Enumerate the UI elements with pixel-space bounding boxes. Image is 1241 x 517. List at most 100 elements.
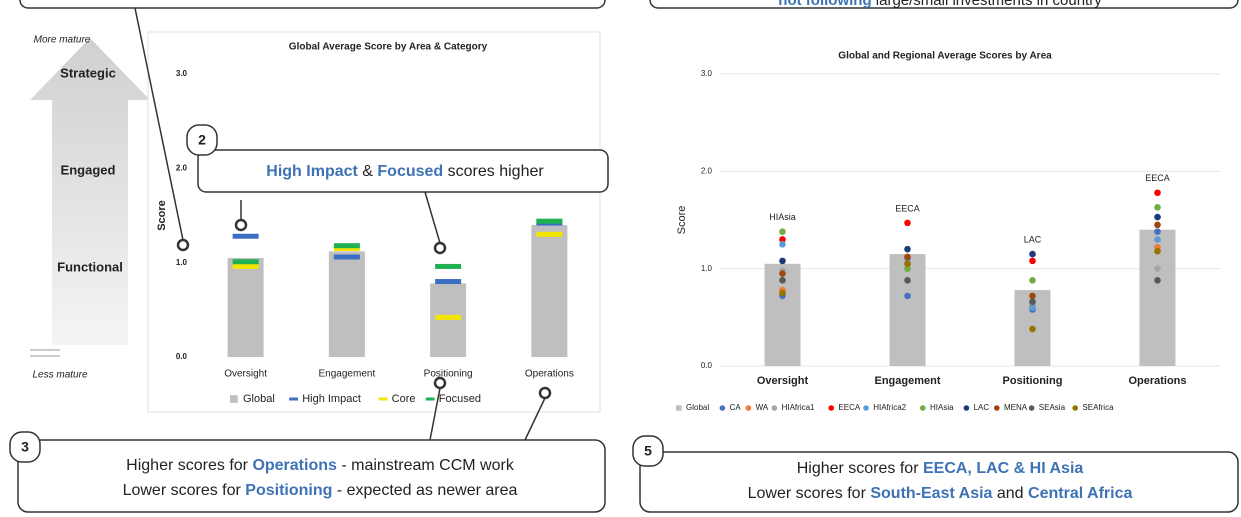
x-tick-label: Operations: [525, 369, 574, 380]
dot: [904, 253, 911, 261]
maturity-bottom: Less mature: [32, 370, 87, 381]
legend-label: Global: [686, 403, 709, 412]
dot: [779, 228, 786, 235]
dot: [1029, 325, 1036, 333]
dot: [1029, 277, 1036, 284]
pointer-knob: [234, 218, 248, 232]
text-segment: Focused: [377, 163, 443, 180]
point-label: EECA: [1145, 173, 1170, 183]
chart-title: Global Average Score by Area & Category: [289, 42, 488, 53]
dash-mark: [435, 279, 462, 285]
legend-label: SEAsia: [1039, 403, 1066, 412]
text-segment: EECA, LAC & HI Asia: [923, 460, 1083, 477]
dash-mark: [333, 254, 360, 260]
legend-swatch: [745, 405, 752, 411]
x-tick-label: Engagement: [319, 369, 376, 380]
dot: [904, 245, 911, 253]
y-tick-label: 0.0: [176, 352, 188, 361]
callout-number: 2: [198, 132, 206, 148]
y-tick-label: 3.0: [701, 69, 713, 78]
bar: [328, 251, 365, 357]
text-segment: Higher scores for: [797, 460, 923, 477]
dot: [779, 270, 786, 277]
text-segment: Positioning: [245, 482, 332, 499]
callout-text: not following large/small investments in…: [778, 0, 1102, 9]
callout-text: Lower scores for Positioning - expected …: [123, 482, 518, 499]
chart-panel: [147, 31, 601, 413]
dot: [779, 277, 786, 284]
callout-box: [197, 149, 609, 193]
y-tick-label: 3.0: [176, 69, 188, 78]
legend-swatch: [863, 405, 869, 411]
dot: [1029, 304, 1036, 311]
text-segment: High Impact: [266, 163, 358, 180]
legend-label: HIAfrica2: [873, 403, 906, 412]
text-segment: Lower scores for: [123, 482, 246, 499]
legend-swatch: [378, 397, 388, 401]
legend-label: CA: [730, 403, 742, 412]
callout-box: [649, 0, 1239, 9]
dash-mark: [232, 259, 259, 265]
callout-text: Lower scores for South-East Asia and Cen…: [748, 485, 1133, 502]
pointer-knob: [433, 241, 447, 255]
y-tick-label: 1.0: [176, 258, 188, 267]
dot: [904, 292, 911, 300]
dot: [1154, 228, 1161, 235]
bar: [227, 257, 264, 357]
point-label: LAC: [1024, 234, 1042, 244]
legend-label: LAC: [974, 403, 990, 412]
dash-mark: [536, 231, 563, 237]
dot: [1154, 221, 1161, 229]
point-label: HIAsia: [769, 212, 796, 222]
legend-swatch: [963, 405, 970, 411]
dot: [1029, 298, 1036, 306]
legend-swatch: [425, 397, 435, 401]
legend-swatch: [289, 397, 298, 401]
dot: [1029, 250, 1036, 258]
y-tick-label: 2.0: [176, 163, 188, 172]
bar: [889, 254, 926, 366]
dot: [1029, 257, 1036, 265]
callout-box: [639, 451, 1239, 513]
text-segment: and: [992, 485, 1028, 502]
legend-label: HIAfrica1: [782, 403, 815, 412]
dot: [1154, 277, 1161, 284]
callout-number-box: [186, 124, 218, 156]
legend-swatch: [1028, 405, 1035, 411]
dot: [779, 236, 786, 243]
dot: [1029, 292, 1036, 300]
legend-label: Focused: [439, 393, 481, 405]
x-tick-label: Positioning: [1003, 375, 1063, 387]
x-tick-label: Positioning: [424, 369, 473, 380]
maturity-top: More mature: [34, 35, 91, 46]
text-segment: not following: [778, 0, 871, 9]
pointer-knob: [538, 386, 552, 400]
dot: [904, 265, 911, 272]
text-segment: - expected as newer area: [332, 482, 517, 499]
legend-label: EECA: [838, 403, 860, 412]
y-axis-label: Score: [676, 206, 688, 235]
dash-mark: [333, 246, 360, 252]
point-label: EECA: [895, 203, 920, 213]
callout-number-box: [632, 435, 664, 467]
legend-label: Global: [243, 393, 275, 405]
text-segment: &: [358, 163, 378, 180]
legend-swatch: [920, 405, 926, 411]
dash-mark: [232, 263, 259, 269]
legend-label: WA: [756, 403, 769, 412]
maturity-level: Engaged: [61, 162, 116, 177]
text-segment: - mainstream CCM work: [337, 457, 515, 474]
charts: Global Average Score by Area & Category S…: [156, 42, 1220, 412]
text-segment: Higher scores for: [126, 457, 252, 474]
y-axis-label: Score: [156, 200, 168, 231]
dash-mark: [333, 243, 360, 249]
dot: [779, 289, 786, 297]
bar: [531, 224, 568, 357]
dot: [1154, 247, 1161, 255]
legend-swatch: [771, 405, 778, 411]
text-segment: Lower scores for: [748, 485, 871, 502]
legend-swatch: [230, 395, 238, 403]
dot: [779, 257, 786, 265]
y-tick-label: 0.0: [701, 361, 713, 370]
callout-text: Higher scores for EECA, LAC & HI Asia: [797, 460, 1084, 477]
